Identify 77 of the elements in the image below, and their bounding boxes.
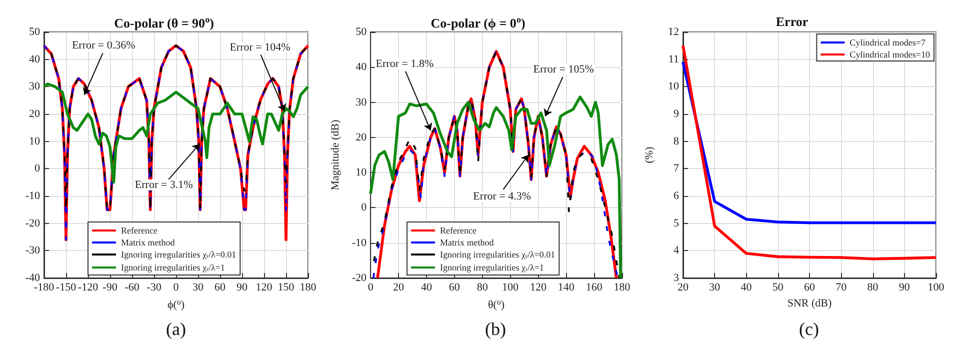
x-tick-label: 90 (236, 282, 248, 294)
y-tick-label: -10 (25, 190, 40, 202)
y-tick-label: 10 (356, 166, 368, 179)
x-tick-label: 100 (928, 282, 945, 294)
y-tick-label: 20 (29, 108, 40, 120)
x-tick-label: -30 (146, 282, 162, 294)
x-tick-label: 120 (530, 282, 547, 294)
y-tick-label: 40 (356, 61, 368, 74)
x-tick-label: 70 (836, 282, 848, 294)
x-tick-label: 30 (709, 282, 721, 294)
legend-label: Reference (121, 226, 158, 236)
chart-title: Error (776, 14, 808, 29)
legend-label: Matrix method (121, 238, 176, 248)
x-tick-label: 100 (502, 282, 519, 294)
x-tick-label: 50 (772, 282, 784, 294)
y-tick-label: 50 (356, 26, 368, 38)
x-tick-label: 20 (393, 282, 404, 294)
x-tick-label: 140 (558, 282, 575, 294)
x-tick-label: 80 (476, 282, 488, 294)
y-tick-label: 3 (674, 272, 680, 284)
annotation: Error = 0.36% (72, 40, 136, 52)
y-tick-label: 0 (361, 202, 368, 214)
x-tick-label: 60 (448, 282, 460, 294)
y-tick-label: 7 (674, 162, 680, 175)
y-tick-label: 12 (668, 26, 679, 38)
y-tick-label: 8 (674, 135, 680, 148)
text: (a) (166, 319, 186, 339)
annotation: Error = 1.8% (376, 58, 434, 70)
x-tick-label: -180 (34, 282, 55, 294)
y-tick-label: -30 (25, 244, 40, 257)
y-tick-label: 6 (674, 190, 680, 202)
y-tick-label: -40 (25, 272, 40, 284)
annotation: Error = 105% (533, 64, 594, 76)
legend-label: Cylindrical modes=7 (850, 38, 926, 48)
legend-label: Reference (440, 226, 476, 236)
y-tick-label: 40 (29, 53, 40, 66)
text: (c) (799, 319, 819, 339)
x-tick-label: 30 (192, 282, 204, 294)
annotation: Error = 4.3% (473, 190, 531, 203)
y-tick-label: 0 (34, 162, 40, 175)
legend-label: Cylindrical modes=10 (850, 50, 930, 60)
y-axis-title: (%) (644, 146, 656, 164)
x-tick-label: 40 (740, 282, 752, 294)
y-axis-title: Magnitude (dB) (330, 119, 342, 190)
x-tick-label: 120 (256, 282, 273, 294)
annotation: Error = 104% (230, 41, 290, 54)
y-tick-label: 5 (674, 217, 680, 230)
y-tick-label: -10 (352, 236, 368, 249)
x-tick-label: 160 (586, 282, 603, 294)
y-tick-label: 9 (674, 108, 680, 120)
y-tick-label: 30 (356, 96, 368, 108)
x-tick-label: 80 (867, 282, 879, 294)
legend-label: Matrix method (440, 238, 494, 248)
y-tick-label: 4 (674, 244, 680, 257)
y-tick-label: 50 (29, 26, 40, 38)
x-tick-label: 150 (278, 282, 295, 294)
y-tick-label: 20 (356, 131, 368, 144)
x-tick-label: -150 (56, 282, 77, 294)
x-tick-label: 180 (614, 282, 631, 294)
x-tick-label: 180 (300, 282, 317, 294)
y-tick-label: 10 (668, 80, 680, 93)
y-tick-label: 30 (29, 80, 40, 93)
x-tick-label: 90 (898, 282, 910, 294)
x-tick-label: -120 (78, 282, 99, 294)
y-tick-label: -20 (352, 272, 368, 284)
x-axis-title: SNR (dB) (787, 298, 832, 310)
x-tick-label: 40 (420, 282, 432, 294)
y-tick-label: -20 (25, 217, 40, 230)
x-tick-label: 60 (804, 282, 816, 294)
x-tick-label: -90 (102, 282, 118, 294)
y-tick-label: 11 (668, 53, 679, 66)
x-tick-label: 60 (214, 282, 226, 294)
x-tick-label: -60 (124, 282, 140, 294)
text: (b) (485, 319, 506, 339)
x-tick-label: 0 (173, 282, 180, 294)
annotation: Error = 3.1% (134, 178, 193, 191)
y-tick-label: 10 (29, 135, 40, 148)
